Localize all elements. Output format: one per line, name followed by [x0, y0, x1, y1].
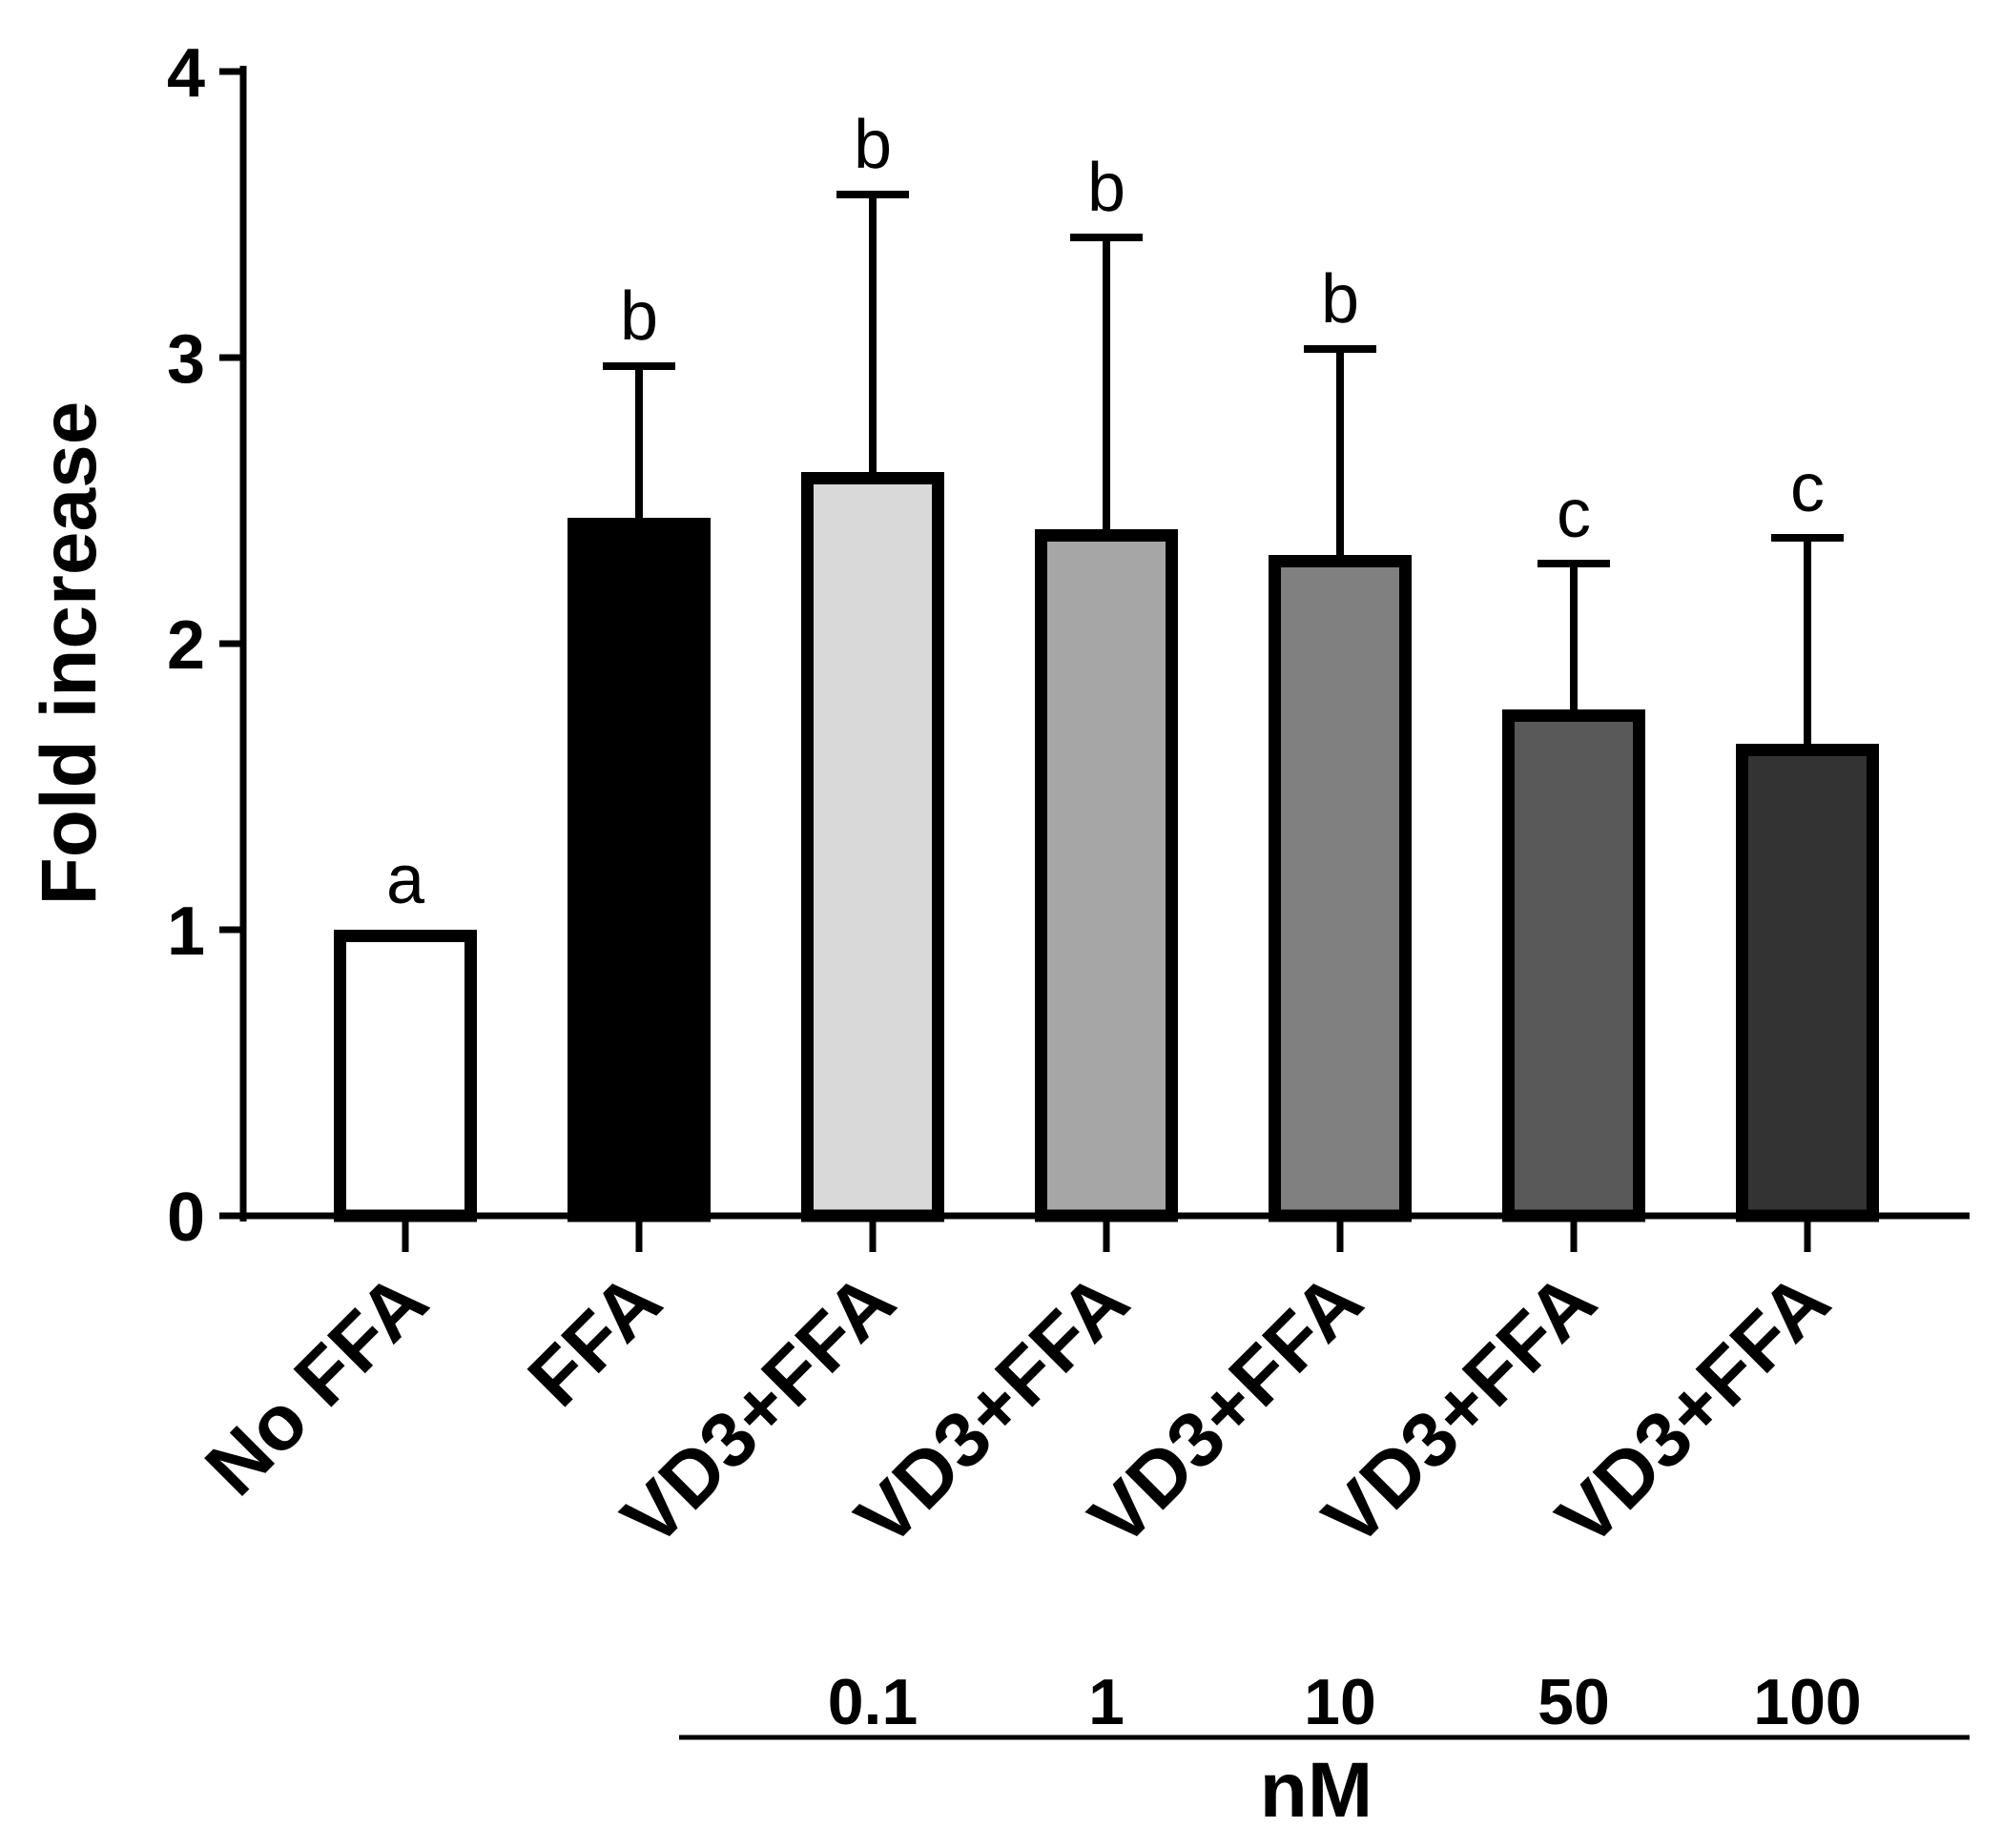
bar — [1269, 555, 1412, 1222]
bar — [1035, 529, 1178, 1222]
bar — [568, 518, 711, 1222]
bar — [801, 472, 944, 1222]
significance-label: b — [1321, 261, 1359, 338]
error-bars — [603, 191, 1844, 744]
bar — [334, 930, 477, 1222]
significance-label: b — [1087, 150, 1125, 226]
significance-label: b — [620, 278, 658, 355]
y-tick-label: 2 — [167, 607, 205, 684]
concentration-label: 50 — [1538, 1666, 1610, 1738]
concentration-label: 100 — [1753, 1666, 1861, 1738]
significance-label: b — [854, 107, 892, 183]
y-axis-title: Fold increase — [26, 401, 113, 906]
category-label: FFA — [512, 1257, 678, 1423]
category-label: No FFA — [189, 1257, 444, 1511]
y-tick-label: 4 — [167, 35, 205, 112]
concentration-label: 10 — [1304, 1666, 1376, 1738]
significance-label: a — [386, 842, 425, 918]
concentration-label: 1 — [1088, 1666, 1125, 1738]
concentration-label: 0.1 — [828, 1666, 918, 1738]
y-tick-label: 3 — [167, 321, 205, 398]
concentration-unit: nM — [1260, 1747, 1373, 1834]
bar — [1502, 709, 1645, 1222]
y-tick-label: 1 — [167, 893, 205, 970]
axes: 0 1 2 3 4 — [167, 35, 1970, 1740]
bar — [1736, 744, 1879, 1222]
significance-label: c — [1790, 450, 1825, 526]
y-tick-label: 0 — [167, 1180, 205, 1256]
significance-label: c — [1557, 476, 1591, 552]
bars — [334, 472, 1879, 1222]
